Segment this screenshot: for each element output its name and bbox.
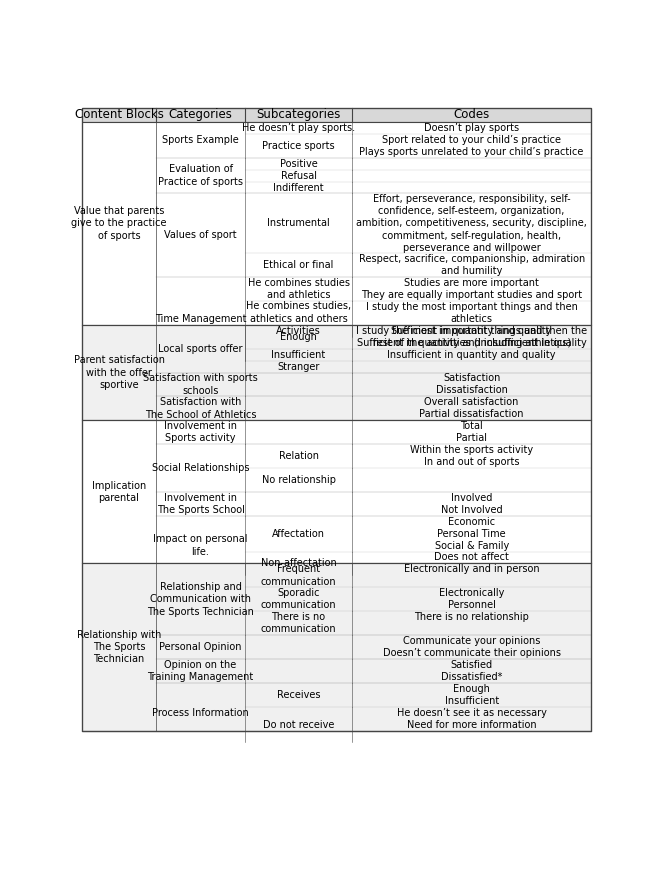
Text: Relationship with
The Sports
Technician: Relationship with The Sports Technician (77, 630, 161, 665)
Text: Social & Family: Social & Family (434, 540, 509, 551)
Text: Satisfied: Satisfied (451, 660, 493, 670)
Text: Partial: Partial (456, 433, 487, 443)
Text: Involved: Involved (451, 493, 492, 503)
Text: Content Blocks: Content Blocks (75, 108, 164, 121)
Text: Partial dissatisfaction: Partial dissatisfaction (419, 410, 524, 419)
Text: Instrumental: Instrumental (267, 218, 330, 228)
Text: Relation: Relation (279, 451, 319, 461)
Bar (82, 122, 591, 324)
Text: Value that parents
give to the practice
of sports: Value that parents give to the practice … (72, 206, 167, 240)
Text: Non-affectation: Non-affectation (261, 559, 336, 568)
Text: Total: Total (461, 421, 483, 431)
Text: They are equally important studies and sport: They are equally important studies and s… (361, 290, 582, 300)
Text: Sport related to your child’s practice: Sport related to your child’s practice (382, 135, 561, 145)
Text: Parent satisfaction
with the offer
sportive: Parent satisfaction with the offer sport… (74, 355, 164, 390)
Text: Satisfaction with sports
schools: Satisfaction with sports schools (143, 374, 258, 396)
Text: I study the most important things and then
athletics: I study the most important things and th… (366, 302, 578, 324)
Text: Overall satisfaction: Overall satisfaction (424, 397, 519, 407)
Text: Involvement in
Sports activity: Involvement in Sports activity (164, 421, 237, 444)
Text: Refusal: Refusal (281, 171, 317, 181)
Text: Subcategories: Subcategories (256, 108, 341, 121)
Text: Affectation: Affectation (272, 529, 325, 538)
Bar (82, 324, 591, 420)
Text: Doesn’t play sports: Doesn’t play sports (424, 123, 519, 132)
Text: Sporadic
communication: Sporadic communication (261, 588, 336, 610)
Text: Categories: Categories (169, 108, 233, 121)
Text: Social Relationships: Social Relationships (152, 463, 249, 473)
Text: He doesn’t play sports.: He doesn’t play sports. (242, 123, 355, 132)
Text: Not Involved: Not Involved (441, 505, 503, 515)
Text: Doesn’t communicate their opinions: Doesn’t communicate their opinions (382, 648, 560, 658)
Text: Sufficient in quantity and quality: Sufficient in quantity and quality (392, 325, 552, 336)
Text: Frequent
communication: Frequent communication (261, 564, 336, 587)
Text: Personnel: Personnel (447, 600, 495, 610)
Text: He combines studies,
athletics and others
Activities: He combines studies, athletics and other… (246, 302, 351, 336)
Text: He doesn’t see it as necessary: He doesn’t see it as necessary (397, 708, 547, 717)
Text: Personal Opinion: Personal Opinion (159, 642, 242, 652)
Text: He combines studies
and athletics: He combines studies and athletics (248, 278, 350, 300)
Text: Positive: Positive (280, 159, 317, 168)
Text: Codes: Codes (453, 108, 489, 121)
Text: Do not receive: Do not receive (263, 720, 334, 730)
Text: Enough: Enough (280, 332, 317, 342)
Text: Implication
parental: Implication parental (92, 481, 146, 503)
Text: Time Management: Time Management (155, 314, 246, 324)
Text: Opinion on the
Training Management: Opinion on the Training Management (147, 660, 254, 682)
Text: Evaluation of
Practice of sports: Evaluation of Practice of sports (158, 164, 243, 187)
Text: Plays sports unrelated to your child’s practice: Plays sports unrelated to your child’s p… (359, 146, 584, 157)
Text: No relationship: No relationship (261, 475, 336, 485)
Text: Studies are more important: Studies are more important (404, 278, 539, 288)
Text: Communicate your opinions: Communicate your opinions (403, 636, 540, 646)
Text: Ethical or final: Ethical or final (263, 260, 334, 270)
Text: I study the most important things and then the
rest of the activities (including: I study the most important things and th… (356, 325, 587, 348)
Text: Economic: Economic (448, 517, 495, 527)
Text: Satisfaction: Satisfaction (443, 374, 501, 383)
Text: There is no
communication: There is no communication (261, 612, 336, 634)
Text: There is no relationship: There is no relationship (414, 612, 529, 622)
Text: Process Information: Process Information (152, 708, 249, 717)
Text: In and out of sports: In and out of sports (424, 457, 520, 467)
Text: Sports Example: Sports Example (162, 135, 239, 145)
Text: Stranger: Stranger (277, 361, 320, 372)
Text: Impact on personal
life.: Impact on personal life. (153, 534, 248, 557)
Text: Sufficient in quantity and insufficient in quality: Sufficient in quantity and insufficient … (357, 338, 587, 347)
Text: Indifferent: Indifferent (273, 182, 324, 193)
Bar (82, 108, 591, 122)
Text: Within the sports activity: Within the sports activity (410, 446, 533, 455)
Bar (82, 420, 591, 563)
Text: Dissatisfaction: Dissatisfaction (436, 385, 508, 396)
Text: Does not affect: Does not affect (434, 553, 509, 562)
Text: Personal Time: Personal Time (438, 529, 506, 538)
Text: Electronically and in person: Electronically and in person (404, 565, 539, 574)
Text: Receives: Receives (277, 689, 320, 700)
Text: Involvement in
The Sports School: Involvement in The Sports School (156, 493, 244, 515)
Text: Local sports offer: Local sports offer (158, 344, 242, 353)
Text: Insufficient in quantity and quality: Insufficient in quantity and quality (388, 350, 556, 360)
Text: Respect, sacrifice, companionship, admiration
and humility: Respect, sacrifice, companionship, admir… (359, 254, 585, 276)
Text: Satisfaction with
The School of Athletics: Satisfaction with The School of Athletic… (145, 397, 256, 419)
Text: Enough: Enough (453, 684, 490, 694)
Text: Values of sport: Values of sport (164, 231, 237, 240)
Text: Insufficient: Insufficient (271, 350, 326, 360)
Bar (82, 563, 591, 731)
Text: Insufficient: Insufficient (445, 695, 499, 706)
Text: Need for more information: Need for more information (407, 720, 537, 730)
Text: Effort, perseverance, responsibility, self-
confidence, self-esteem, organizatio: Effort, perseverance, responsibility, se… (356, 194, 587, 253)
Text: Relationship and
Communication with
The Sports Technician: Relationship and Communication with The … (147, 581, 254, 617)
Text: Practice sports: Practice sports (262, 140, 335, 151)
Text: Dissatisfied*: Dissatisfied* (441, 672, 503, 681)
Text: Electronically: Electronically (439, 588, 505, 598)
